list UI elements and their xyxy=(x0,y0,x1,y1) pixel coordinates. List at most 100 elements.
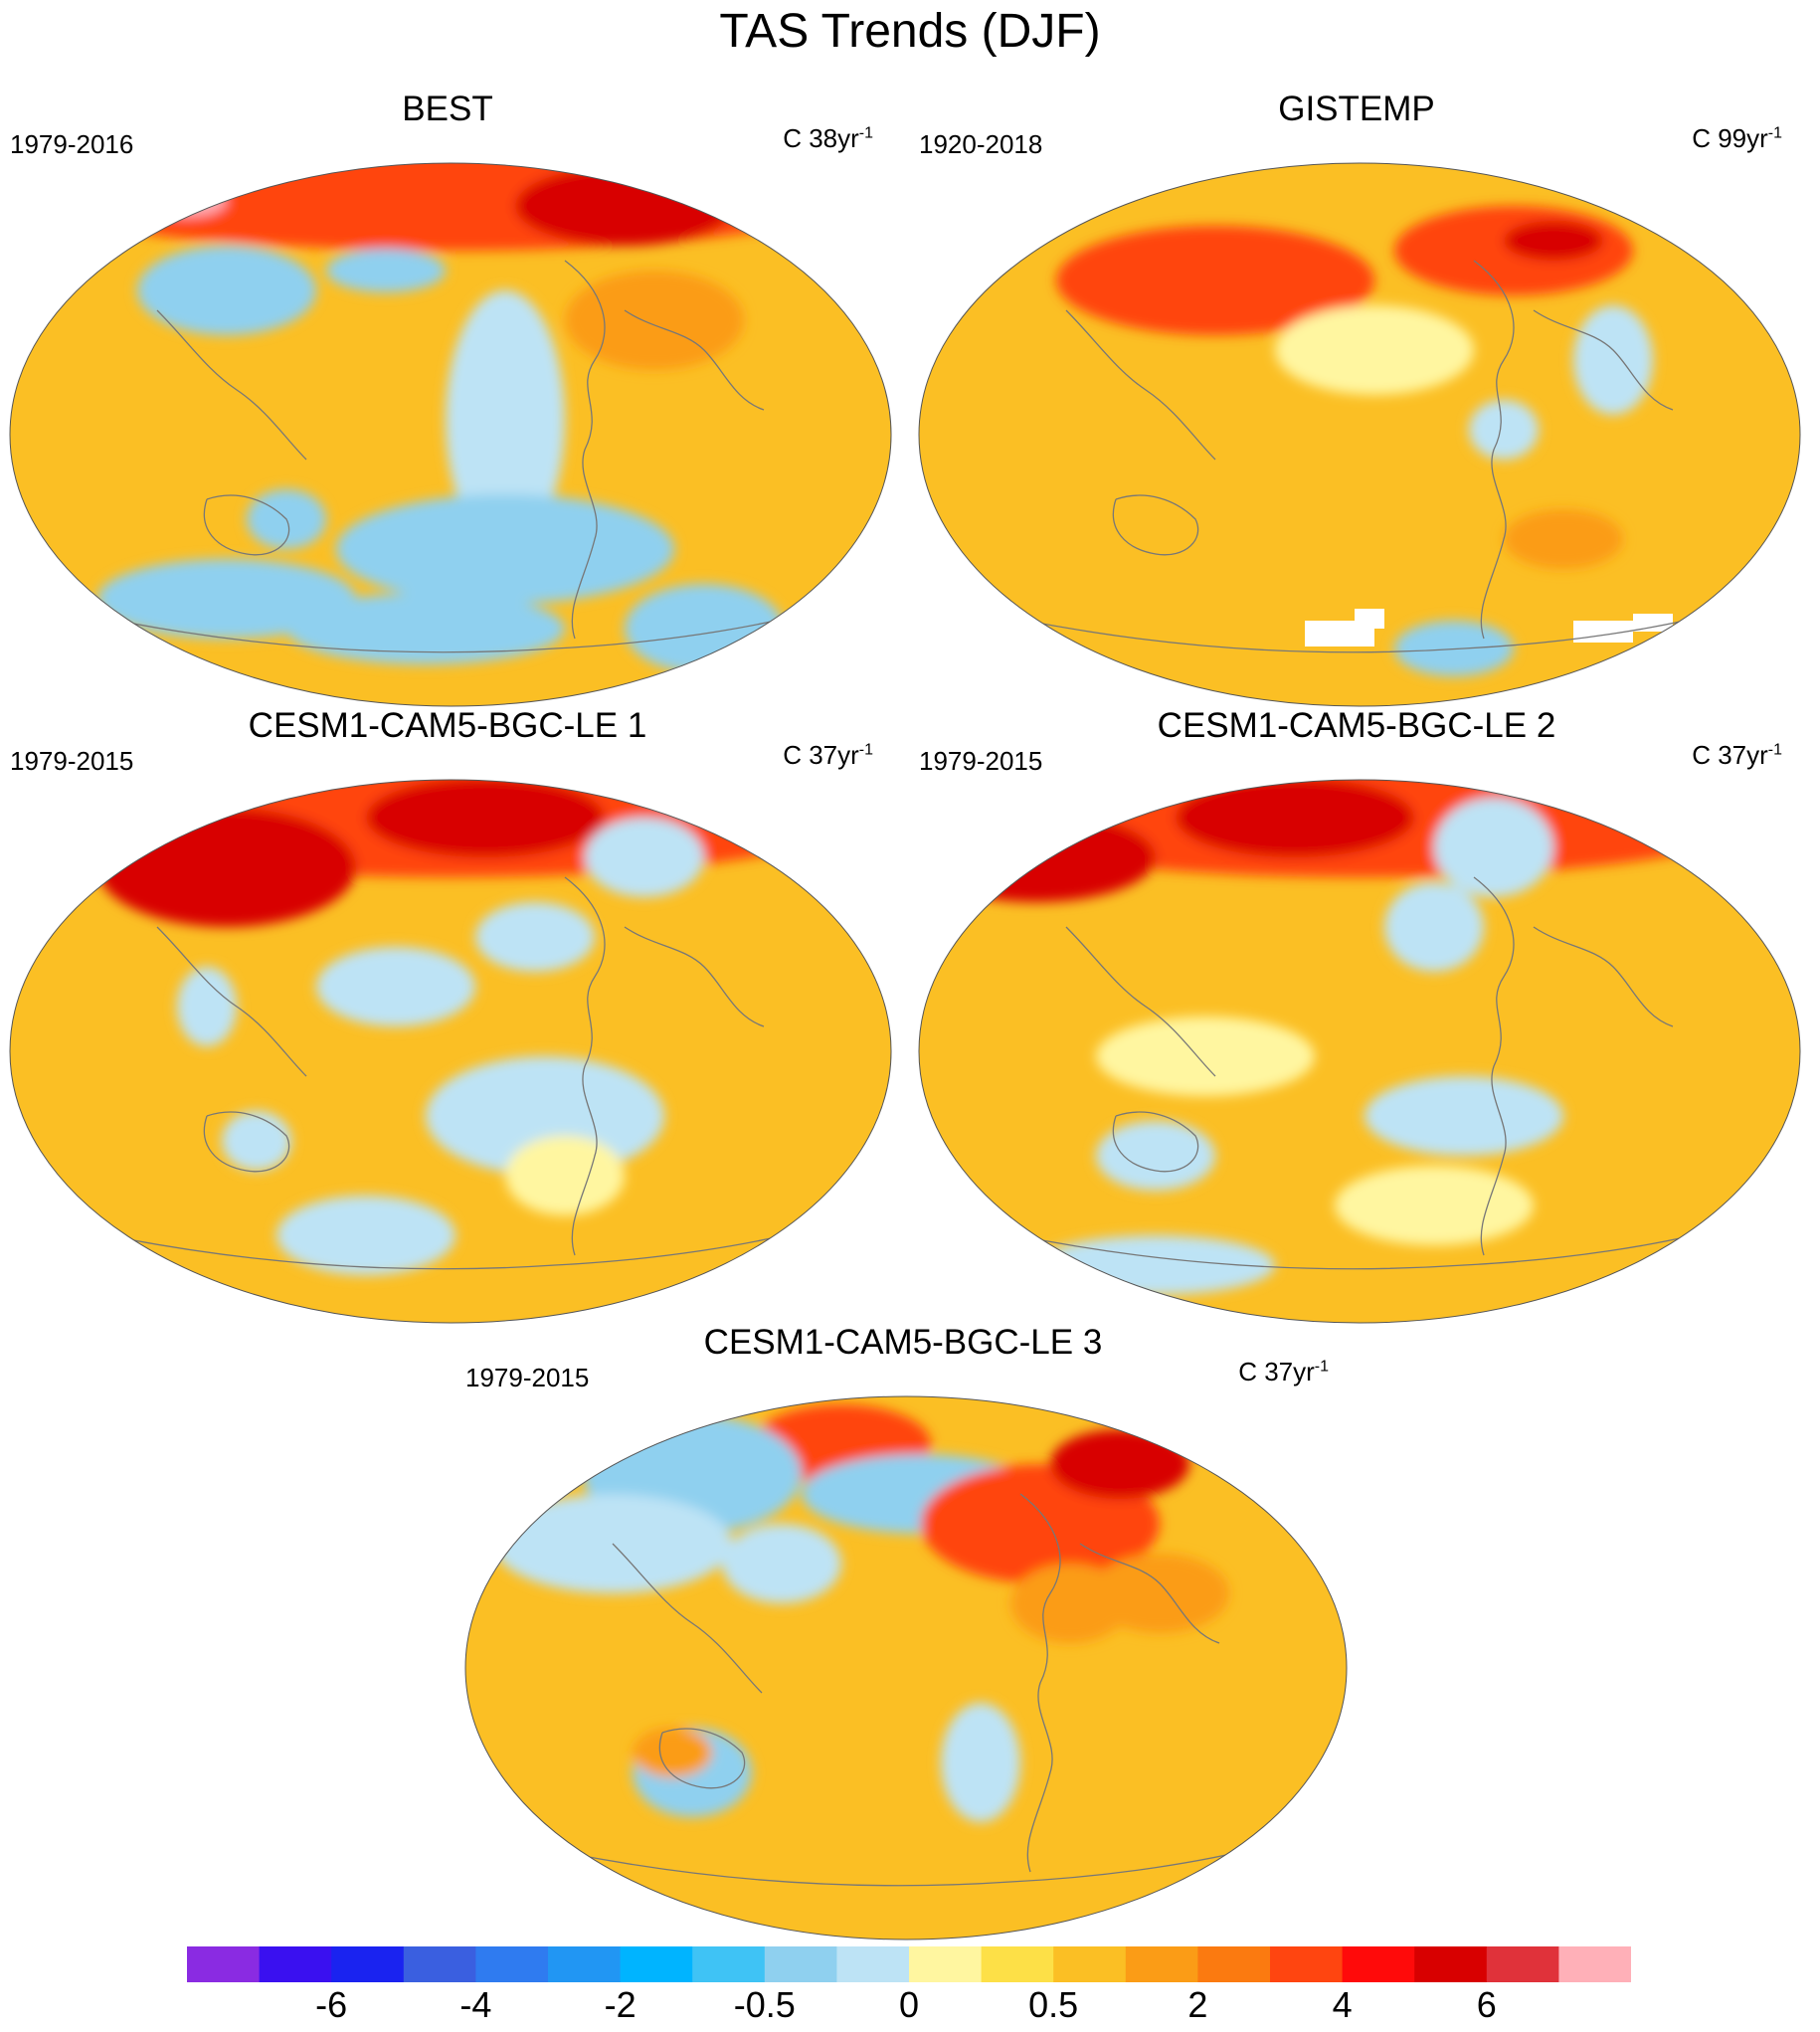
coastline xyxy=(624,926,765,1027)
colorbar-swatch xyxy=(1486,1946,1559,1982)
coastline xyxy=(156,309,307,461)
trend-region xyxy=(1633,647,1792,690)
trend-region xyxy=(475,902,595,972)
trend-region xyxy=(97,181,376,241)
coastline xyxy=(562,1841,1280,1887)
trend-region xyxy=(97,808,356,927)
colorbar-swatch xyxy=(1053,1946,1127,1982)
trend-region xyxy=(1434,798,1553,897)
panel-units: C 37yr-1 xyxy=(1238,1357,1329,1386)
trend-region xyxy=(426,1056,664,1176)
trend-region xyxy=(177,967,237,1046)
trend-region xyxy=(1504,221,1603,261)
coastline xyxy=(1473,260,1515,640)
panel-cesm-2: CESM1-CAM5-BGC-LE 2 1979-2015 C 37yr-1 xyxy=(909,706,1804,1324)
coastline xyxy=(564,876,606,1256)
trend-region xyxy=(1056,226,1374,335)
colorbar-tick-label: 0 xyxy=(898,1984,920,2025)
coastline xyxy=(624,309,765,411)
coastline xyxy=(203,1111,290,1173)
coastline xyxy=(1112,494,1199,556)
coastline xyxy=(1015,608,1733,653)
coastline xyxy=(658,1728,746,1789)
colorbar-swatch xyxy=(1197,1946,1271,1982)
colorbar-swatch xyxy=(187,1946,261,1982)
panel-title: GISTEMP xyxy=(1278,90,1435,128)
trend-region xyxy=(633,1728,712,1777)
colorbar-swatch xyxy=(1270,1946,1344,1982)
world-map xyxy=(918,162,1801,707)
coastline xyxy=(1533,309,1674,411)
coastline xyxy=(1079,1543,1220,1644)
trend-region xyxy=(316,947,475,1026)
map-outline xyxy=(9,162,892,707)
trend-region xyxy=(1504,509,1623,569)
coastline xyxy=(1473,876,1515,1256)
world-map xyxy=(9,162,892,707)
colorbar-swatch xyxy=(764,1946,837,1982)
coastline xyxy=(1065,926,1216,1077)
panel-cesm-3: CESM1-CAM5-BGC-LE 3 1979-2015 C 37yr-1 xyxy=(455,1323,1351,1940)
coastline xyxy=(1533,926,1674,1027)
colorbar-swatch xyxy=(909,1946,983,1982)
colorbar-swatch xyxy=(403,1946,476,1982)
trend-region xyxy=(446,290,565,549)
coastline xyxy=(1065,309,1216,461)
coastline xyxy=(156,926,307,1077)
trend-region xyxy=(565,271,744,370)
panel-period: 1979-2016 xyxy=(10,129,134,159)
colorbar-tick-label: 4 xyxy=(1332,1984,1353,2025)
panel-title: CESM1-CAM5-BGC-LE 1 xyxy=(248,706,647,745)
trend-region xyxy=(585,818,704,897)
trend-region xyxy=(286,593,565,664)
trend-region xyxy=(137,246,316,335)
trend-region xyxy=(1096,1121,1215,1191)
colorbar-tick-label: -4 xyxy=(459,1984,492,2025)
trend-region xyxy=(1335,1166,1534,1245)
world-map xyxy=(464,1395,1348,1940)
colorbar-swatch xyxy=(981,1946,1054,1982)
trend-region xyxy=(722,1524,841,1603)
colorbar-swatch xyxy=(548,1946,622,1982)
colorbar-swatch xyxy=(331,1946,405,1982)
colorbar xyxy=(187,1946,1631,1982)
coastline xyxy=(612,1543,763,1694)
colorbar-swatch xyxy=(620,1946,693,1982)
missing-data-region xyxy=(1633,614,1673,632)
trend-region xyxy=(1275,305,1474,395)
trend-region xyxy=(276,1196,455,1275)
panel-units: C 37yr-1 xyxy=(783,740,873,770)
world-map xyxy=(9,779,892,1324)
panel-period: 1920-2018 xyxy=(919,129,1043,159)
coastline xyxy=(203,494,290,556)
panel-period: 1979-2015 xyxy=(10,746,134,776)
colorbar-tick-label: -2 xyxy=(604,1984,637,2025)
colorbar-swatch xyxy=(1342,1946,1415,1982)
trend-region xyxy=(505,1136,625,1215)
map-outline xyxy=(464,1395,1348,1940)
colorbar-tick-label: 6 xyxy=(1476,1984,1497,2025)
trend-region xyxy=(147,185,227,217)
coastline xyxy=(1112,1111,1199,1173)
colorbar-tick-label: -6 xyxy=(315,1984,348,2025)
trend-region xyxy=(97,559,356,639)
trend-region xyxy=(515,166,734,246)
trend-region xyxy=(919,813,1156,902)
trend-region xyxy=(1176,780,1414,857)
colorbar-swatch xyxy=(259,1946,332,1982)
trend-region xyxy=(336,494,674,604)
trend-region xyxy=(1469,400,1539,460)
colorbar-swatch xyxy=(692,1946,766,1982)
trend-region xyxy=(1096,1016,1315,1096)
panel-units: C 38yr-1 xyxy=(783,123,873,153)
colorbar-swatch xyxy=(1125,1946,1198,1982)
colorbar-swatch xyxy=(1558,1946,1631,1982)
panel-title: BEST xyxy=(402,90,493,128)
trend-region xyxy=(1384,882,1484,972)
missing-data-region xyxy=(1355,609,1384,629)
panel-gistemp: GISTEMP 1920-2018 C 99yr-1 xyxy=(909,90,1804,707)
colorbar-tick-label: 2 xyxy=(1187,1984,1208,2025)
colorbar-swatch xyxy=(836,1946,910,1982)
colorbar-tick-label: 0.5 xyxy=(1028,1984,1079,2025)
colorbar-swatch xyxy=(1414,1946,1488,1982)
